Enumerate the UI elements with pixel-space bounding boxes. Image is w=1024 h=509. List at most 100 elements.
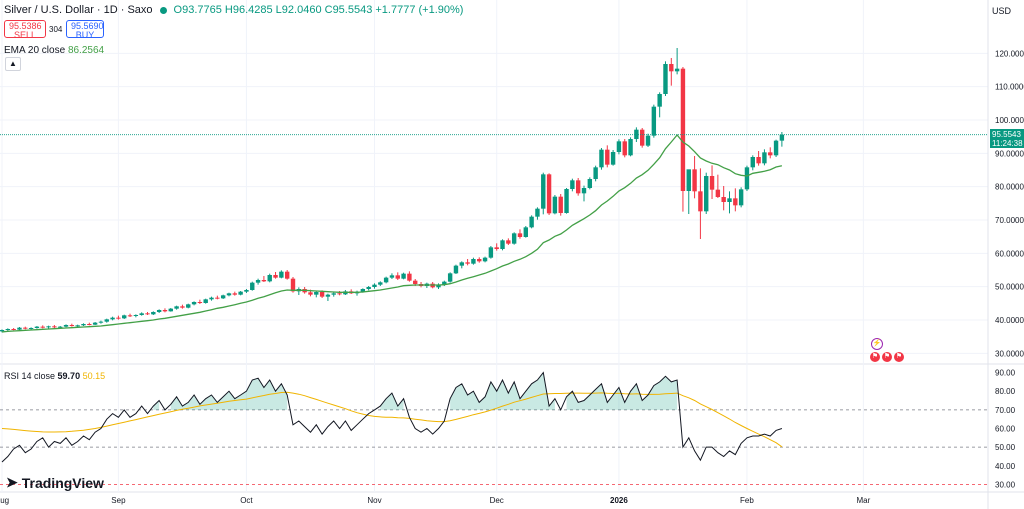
candle-body: [98, 321, 104, 323]
candle-body: [331, 293, 336, 295]
price-tick-label: 60.0000: [995, 249, 1024, 258]
candle-body: [471, 259, 476, 264]
candle-body: [686, 169, 691, 191]
candle-body: [715, 189, 721, 197]
tradingview-wordmark: TradingView: [21, 474, 104, 491]
rsi-overbought-fill: [153, 372, 678, 410]
candle-body: [378, 282, 383, 285]
collapse-legend-chevron-up-icon[interactable]: ▲: [5, 57, 21, 71]
lightning-event-icon[interactable]: ⚡: [871, 338, 883, 350]
candle-body: [284, 271, 290, 279]
candle-body: [564, 189, 569, 213]
candle-body: [756, 157, 761, 164]
candle-body: [34, 326, 40, 328]
rsi-tick-label: 60.00: [995, 425, 1016, 434]
us-flag-event-icon[interactable]: ⚑: [882, 352, 892, 362]
candle-body: [453, 265, 459, 274]
candle-body: [657, 94, 662, 107]
price-tick-label: 110.0000: [995, 83, 1024, 92]
price-tick-label: 40.0000: [995, 316, 1024, 325]
candle-body: [220, 295, 226, 299]
candle-body: [116, 317, 121, 319]
candle-body: [529, 216, 534, 228]
candle-body: [197, 302, 203, 303]
time-tick-label: Dec: [490, 496, 504, 505]
buy-price: 95.5690: [71, 21, 104, 31]
sell-label: SELL: [13, 30, 37, 40]
symbol-title[interactable]: Silver / U.S. Dollar · 1D · Saxo: [4, 4, 153, 16]
spread-value: 304: [49, 25, 63, 34]
candle-body: [156, 310, 162, 312]
candle-body: [319, 292, 325, 297]
tradingview-logo[interactable]: ➤ TradingView: [6, 474, 104, 491]
candle-body: [546, 174, 552, 214]
candle-body: [674, 68, 680, 72]
candle-body: [511, 233, 517, 244]
candle-body: [127, 315, 133, 317]
candle-body: [104, 319, 109, 322]
candle-body: [651, 106, 657, 136]
candle-body: [500, 240, 505, 249]
candle-body: [640, 129, 645, 146]
rsi-axis[interactable]: 90.00 80.00 70.00 60.00 50.00 40.00 30.00: [995, 369, 1016, 490]
last-price-label: 95.5543 11:24:38: [990, 128, 1024, 148]
candle-body: [459, 262, 464, 266]
candle-body: [709, 176, 715, 190]
rsi-ma-legend-value: 50.15: [82, 371, 106, 381]
candle-body: [209, 297, 214, 300]
candle-body: [494, 247, 499, 249]
time-tick-label: 2026: [610, 496, 628, 505]
market-open-icon: [159, 6, 167, 14]
candle-body: [87, 324, 92, 325]
rsi-legend[interactable]: RSI 14 close 59.70 50.15: [4, 371, 105, 381]
sell-button[interactable]: 95.5386 SELL: [4, 20, 46, 40]
time-axis[interactable]: Aug Sep Oct Nov Dec 2026 Feb Mar: [0, 496, 871, 505]
candle-body: [762, 152, 767, 164]
us-flag-event-icon[interactable]: ⚑: [870, 352, 880, 362]
candle-body: [186, 304, 191, 308]
candle-body: [610, 152, 616, 165]
candle-body: [570, 180, 575, 189]
candle-body: [698, 191, 703, 212]
buy-button[interactable]: 95.5690 BUY: [66, 20, 104, 40]
candle-body: [744, 167, 750, 190]
candle-body: [46, 326, 51, 328]
rsi-legend-value: 59.70: [57, 371, 81, 381]
candle-body: [523, 227, 528, 237]
candle-body: [622, 141, 627, 156]
sell-price: 95.5386: [9, 21, 42, 31]
time-tick-label: Feb: [740, 496, 754, 505]
candle-body: [69, 325, 75, 326]
candle-body: [733, 198, 738, 206]
bar-countdown: 11:24:38: [992, 138, 1023, 148]
time-tick-label: Aug: [0, 496, 9, 505]
candle-body: [669, 64, 674, 72]
candle-body: [558, 196, 563, 213]
candle-body: [308, 292, 313, 295]
rsi-line: [1, 371, 783, 463]
time-tick-label: Sep: [111, 496, 126, 505]
candle-body: [203, 299, 208, 303]
candle-body: [267, 275, 272, 282]
candle-body: [191, 302, 197, 305]
candle-body: [692, 169, 697, 192]
candle-body: [122, 315, 127, 319]
price-axis[interactable]: 120.0000 110.0000 100.0000 90.0000 80.0000 70…: [995, 49, 1024, 358]
candle-body: [477, 259, 482, 262]
buy-label: BUY: [75, 30, 95, 40]
candle-body: [587, 179, 593, 188]
candle-body: [727, 198, 732, 202]
candle-body: [389, 275, 395, 278]
rsi-overbought-area: [566, 376, 678, 410]
candle-body: [366, 287, 371, 289]
tradingview-logo-icon: ➤: [6, 474, 18, 490]
ema-legend[interactable]: EMA 20 close 86.2564: [4, 45, 104, 56]
currency-label[interactable]: USD: [992, 6, 1012, 16]
candle-body: [110, 317, 115, 320]
us-flag-event-icon[interactable]: ⚑: [894, 352, 904, 362]
candle-body: [81, 324, 86, 326]
candle-body: [372, 284, 377, 287]
candle-body: [680, 68, 686, 191]
candle-body: [605, 149, 610, 165]
